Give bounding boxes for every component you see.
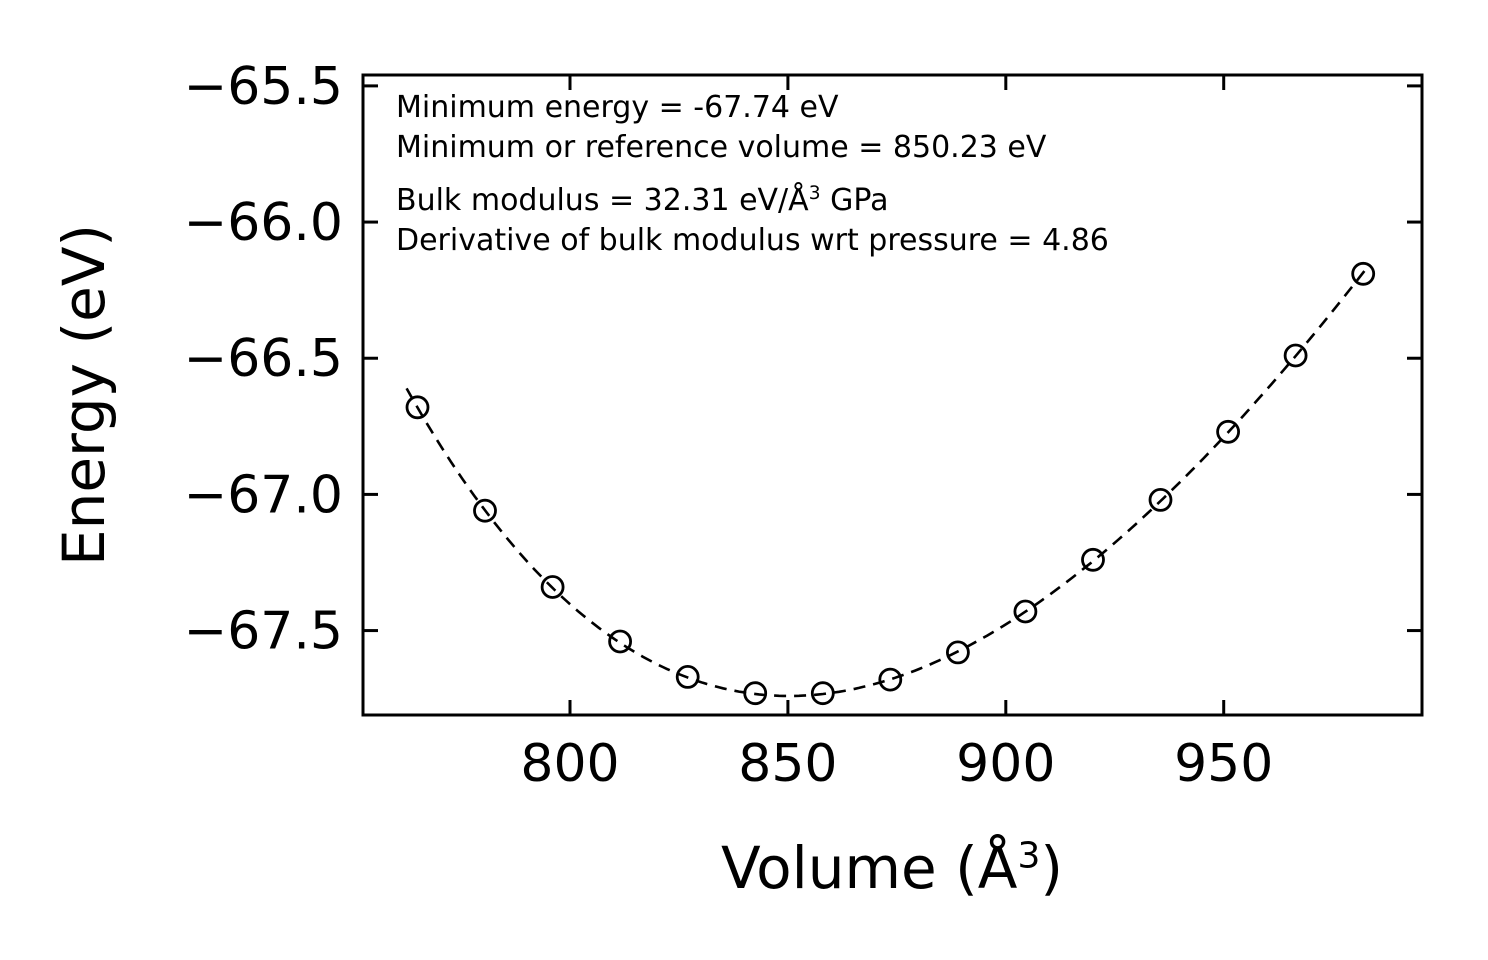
data-point-marker bbox=[878, 667, 903, 692]
y-tick-label: −66.0 bbox=[184, 193, 343, 253]
data-point-marker bbox=[946, 640, 970, 665]
annotation-bulk-modulus-derivative: Derivative of bulk modulus wrt pressure … bbox=[396, 223, 1109, 258]
annotation-bulk-modulus-sup: 3 bbox=[808, 183, 821, 204]
data-point-marker bbox=[608, 629, 632, 654]
x-axis-label-suffix: ) bbox=[1040, 834, 1063, 902]
plot-frame bbox=[361, 73, 1424, 717]
x-axis-label-sup: 3 bbox=[1017, 835, 1041, 877]
annotation-block-2: Bulk modulus = 32.31 eV/Å3 GPa Derivativ… bbox=[396, 174, 1109, 261]
fit-curve bbox=[405, 266, 1369, 698]
x-tick-label: 950 bbox=[1174, 734, 1273, 794]
x-tick-label: 900 bbox=[956, 734, 1055, 794]
y-tick-label: −67.5 bbox=[184, 602, 343, 662]
data-point-marker bbox=[1013, 599, 1038, 624]
y-axis-label: Energy (eV) bbox=[50, 223, 118, 567]
data-point-marker bbox=[675, 665, 700, 689]
x-axis-label: Volume (Å3) bbox=[721, 834, 1063, 902]
data-point-marker bbox=[1283, 343, 1308, 368]
annotation-bulk-modulus-suffix: GPa bbox=[820, 183, 889, 218]
y-tick-label: −66.5 bbox=[184, 329, 343, 389]
data-point-marker bbox=[743, 681, 768, 706]
fit-results-annotation: Minimum energy = -67.74 eV Minimum or re… bbox=[396, 88, 1109, 261]
data-point-marker bbox=[540, 575, 565, 599]
x-tick-label: 850 bbox=[738, 734, 837, 794]
x-tick-label: 800 bbox=[520, 734, 619, 794]
annotation-bulk-modulus: Bulk modulus = 32.31 eV/Å3 GPa bbox=[396, 174, 1109, 221]
annotation-bulk-modulus-prefix: Bulk modulus = 32.31 eV/Å bbox=[396, 183, 809, 218]
data-point-marker bbox=[1216, 419, 1240, 444]
data-point-marker bbox=[405, 395, 430, 420]
data-point-marker bbox=[810, 681, 835, 706]
annotation-reference-volume: Minimum or reference volume = 850.23 eV bbox=[396, 130, 1047, 165]
y-tick-label: −67.0 bbox=[184, 465, 343, 525]
data-point-marker bbox=[1148, 487, 1173, 512]
y-tick-label: −65.5 bbox=[184, 57, 343, 117]
data-point-marker bbox=[1081, 547, 1105, 572]
x-axis-label-prefix: Volume (Å bbox=[721, 834, 1018, 902]
data-point-marker bbox=[1351, 261, 1376, 286]
data-point-marker bbox=[473, 498, 497, 523]
annotation-minimum-energy: Minimum energy = -67.74 eV bbox=[396, 90, 839, 125]
